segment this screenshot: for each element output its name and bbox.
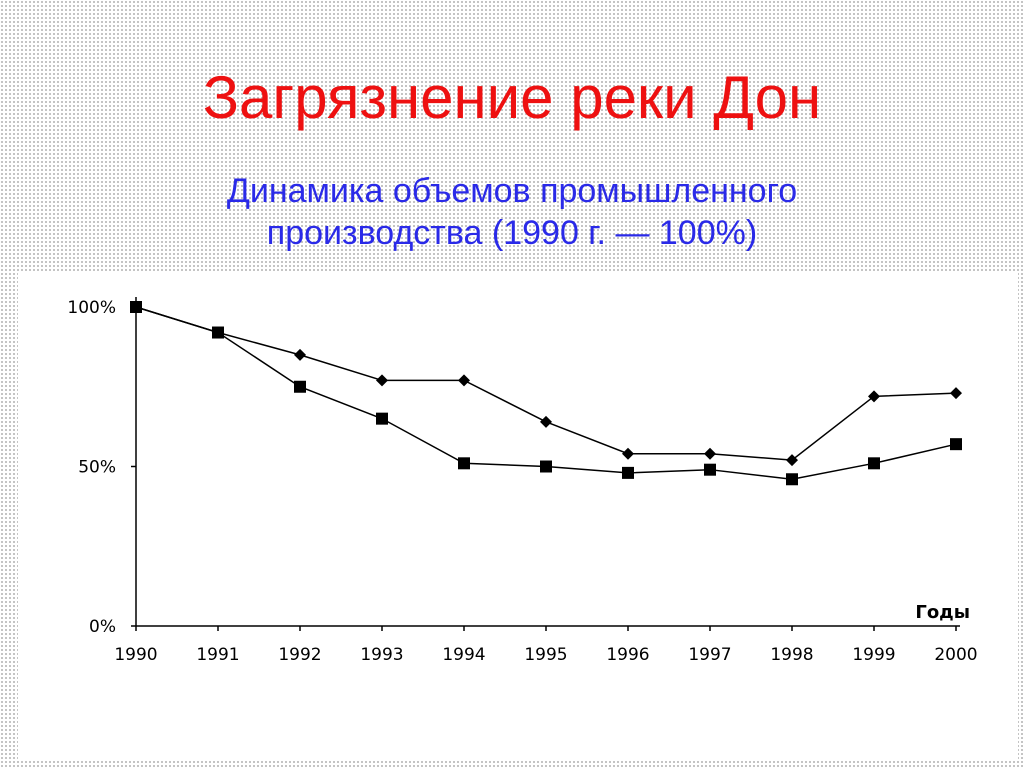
series-1-diamond-marker [868,390,880,403]
x-tick-label: 1999 [852,645,895,665]
series-1-diamond-marker [704,447,716,460]
series-2-square-marker [458,457,470,470]
x-tick-label: 1990 [114,645,157,665]
series-1-diamond-marker [376,374,388,387]
x-tick-label: 1998 [770,645,813,665]
x-tick-label: 1993 [360,645,403,665]
series-2-square-marker [294,380,306,393]
series-1-diamond-marker [458,374,470,387]
y-tick-label: 100% [67,298,116,318]
series-2-square-marker [540,460,552,473]
series-2-square-marker [704,463,716,476]
chart-axes [131,297,960,631]
series-2-square-marker [868,457,880,470]
series-2-square-marker [950,438,962,451]
series-1-diamond-marker [950,387,962,400]
y-tick-label: 50% [78,458,116,478]
series-line-1 [135,306,957,461]
line-chart: 0% 50% 100% 1990 1991 1992 1993 1994 1995 1996 199… [67,297,978,665]
series-2-square-marker [376,412,388,425]
series-2-square-marker [622,466,634,479]
x-axis-title: Годы [915,602,970,623]
series-1-diamond-marker [294,348,306,361]
chart-panel: 0% 50% 100% 1990 1991 1992 1993 1994 1995 1996 199… [18,272,1018,760]
series-1-diamond-marker [786,454,798,467]
y-tick-label: 0% [89,617,116,637]
x-tick-label: 1991 [196,645,239,665]
series-2-square-marker [130,301,142,313]
chart-series [130,301,962,486]
slide-subtitle: Динамика объемов промышленного производс… [0,170,1024,254]
x-tick-label: 1992 [278,645,321,665]
series-2-square-marker [786,473,798,486]
series-line-2 [135,306,957,481]
chart-labels: 0% 50% 100% 1990 1991 1992 1993 1994 1995 1996 199… [67,298,977,665]
x-tick-label: 1996 [606,645,649,665]
slide-title: Загрязнение реки Дон [202,64,822,131]
series-1-diamond-marker [622,447,634,460]
x-tick-label: 1997 [688,645,731,665]
x-tick-label: 1994 [442,645,485,665]
series-2-square-marker [212,326,224,339]
x-tick-label: 2000 [934,645,977,665]
series-1-diamond-marker [540,415,552,428]
x-tick-label: 1995 [524,645,567,665]
subtitle-line-1: Динамика объемов промышленного [226,172,798,210]
subtitle-line-2: производства (1990 г. — 100%) [266,214,758,252]
